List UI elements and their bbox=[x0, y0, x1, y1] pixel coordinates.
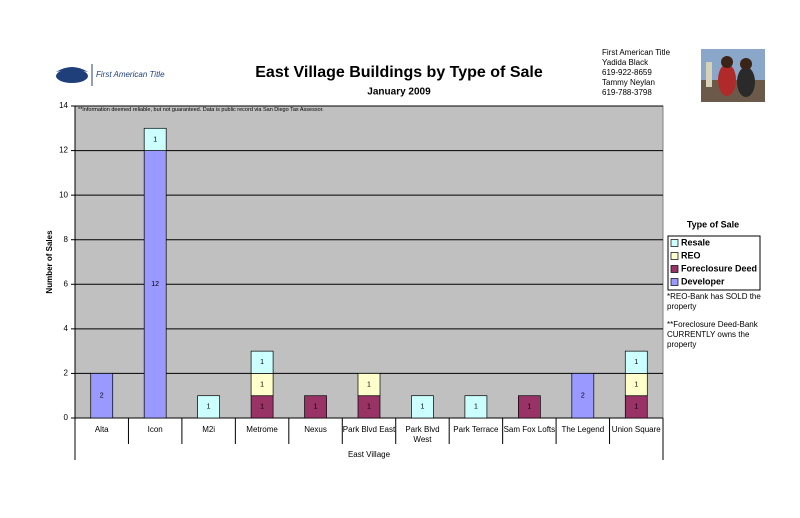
x-tick-label: Park Blvd East bbox=[342, 425, 396, 434]
data-label: 1 bbox=[260, 359, 264, 366]
y-tick-label: 14 bbox=[59, 101, 68, 110]
legend-box bbox=[667, 235, 761, 291]
data-label: 1 bbox=[527, 404, 531, 411]
legend-label: REO bbox=[681, 250, 701, 260]
contact-line: 619-788-3798 bbox=[602, 88, 652, 97]
legend-label: Resale bbox=[681, 237, 710, 247]
bar-segment bbox=[143, 127, 167, 151]
y-tick-label: 4 bbox=[64, 324, 69, 333]
data-label: 1 bbox=[314, 404, 318, 411]
x-tick-label: Alta bbox=[94, 425, 109, 434]
chart-title: East Village Buildings by Type of Sale bbox=[255, 64, 543, 81]
y-tick-label: 8 bbox=[64, 235, 69, 244]
contact: First American Title Yadida Black 619-922-… bbox=[602, 48, 670, 98]
data-label: 12 bbox=[151, 281, 159, 288]
logo bbox=[56, 64, 93, 86]
data-label: 1 bbox=[421, 404, 425, 411]
photo bbox=[701, 49, 765, 102]
data-label: 1 bbox=[474, 404, 478, 411]
y-axis-label: Number of Sales bbox=[45, 230, 54, 294]
x-tick-label: Nexus bbox=[304, 425, 327, 434]
contact-line: 619-922-8659 bbox=[602, 68, 652, 77]
contact-line: Tammy Neylan bbox=[602, 78, 655, 87]
note: *REO-Bank has SOLD the property bbox=[667, 292, 761, 311]
note: **Foreclosure Deed-Bank CURRENTLY owns t… bbox=[667, 320, 758, 349]
contact-line: Yadida Black bbox=[602, 58, 649, 67]
data-label: 1 bbox=[207, 404, 211, 411]
y-tick-label: 10 bbox=[59, 190, 68, 199]
notes: *REO-Bank has SOLD the property **Foreclo… bbox=[667, 292, 762, 358]
x-tick-label: The Legend bbox=[561, 425, 605, 434]
disclaimer: **Information deemed reliable, but not g… bbox=[78, 107, 324, 113]
data-label: 1 bbox=[367, 381, 371, 388]
legend-label: Developer bbox=[681, 276, 725, 286]
chart-subtitle: January 2009 bbox=[367, 87, 431, 98]
bar-segment bbox=[250, 350, 274, 374]
bar-segment bbox=[304, 395, 327, 419]
y-tick-label: 12 bbox=[59, 146, 68, 155]
data-label: 2 bbox=[581, 393, 585, 400]
x-tick-label: Park Terrace bbox=[453, 425, 499, 434]
bar-segment bbox=[357, 373, 381, 397]
x-tick-label: Icon bbox=[147, 425, 163, 434]
bar-segment bbox=[571, 373, 595, 419]
y-tick-label: 2 bbox=[64, 369, 69, 378]
contact-line: First American Title bbox=[602, 48, 671, 57]
data-label: 1 bbox=[367, 404, 371, 411]
x-tick-label: Park Blvd West bbox=[405, 425, 440, 444]
bar-segment bbox=[90, 373, 114, 419]
legend-label: Foreclosure Deed bbox=[681, 263, 757, 273]
data-label: 1 bbox=[153, 136, 157, 143]
legend-title: Type of Sale bbox=[687, 219, 739, 229]
data-label: 1 bbox=[260, 381, 264, 388]
x-tick-label: Sam Fox Lofts bbox=[503, 425, 556, 434]
data-label: 2 bbox=[100, 393, 104, 400]
bar-segment bbox=[197, 395, 220, 419]
data-label: 1 bbox=[634, 359, 638, 366]
bar-segment bbox=[464, 395, 488, 419]
bar-segment bbox=[411, 395, 434, 419]
x-tick-label: Metrome bbox=[246, 425, 278, 434]
bar-segment bbox=[624, 350, 648, 374]
y-tick-label: 6 bbox=[64, 279, 69, 288]
legend-swatch bbox=[670, 252, 679, 260]
x-tick-label: M2i bbox=[202, 425, 216, 434]
y-tick-label: 0 bbox=[64, 413, 69, 422]
data-label: 1 bbox=[260, 404, 264, 411]
data-label: 1 bbox=[634, 404, 638, 411]
x-tick-label: Union Square bbox=[611, 425, 661, 434]
logo-text: First American Title bbox=[96, 70, 165, 79]
bar-segment bbox=[518, 395, 541, 419]
legend-swatch bbox=[670, 239, 679, 247]
data-label: 1 bbox=[634, 381, 638, 388]
legend-swatch bbox=[670, 278, 679, 286]
legend-swatch bbox=[670, 265, 679, 273]
x-axis-label: East Village bbox=[348, 450, 391, 459]
